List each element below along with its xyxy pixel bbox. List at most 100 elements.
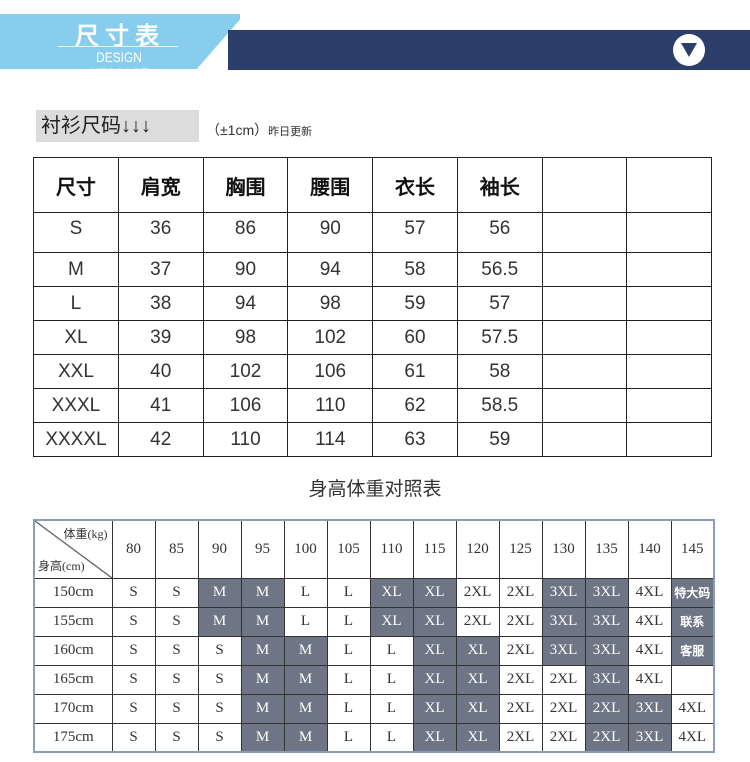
size-cell: 联系 bbox=[670, 606, 715, 637]
table-cell: 38 bbox=[117, 286, 204, 321]
table-row: XXXL 41 106 110 62 58.5 bbox=[33, 388, 712, 423]
size-cell: M bbox=[240, 635, 285, 666]
table-cell: 106 bbox=[202, 388, 289, 423]
update-note: 昨日更新 bbox=[268, 126, 313, 138]
banner-divider bbox=[58, 46, 178, 47]
height-cell: 170cm bbox=[33, 693, 113, 724]
table-row: 160cm S S S M M L L XL XL 2XL 3XL 3XL 4XL 客服 bbox=[33, 635, 715, 666]
table-row: 175cm S S S M M L L XL XL 2XL 2XL 2XL 3XL 4XL bbox=[33, 722, 715, 753]
table-cell: 58 bbox=[372, 252, 458, 287]
table-cell: 114 bbox=[287, 422, 374, 457]
size-cell: L bbox=[326, 664, 371, 695]
banner-title: 尺寸表 bbox=[75, 23, 165, 50]
table-cell: 94 bbox=[287, 252, 374, 287]
table-row: 170cm S S S M M L L XL XL 2XL 2XL 2XL 3XL 4XL bbox=[33, 693, 715, 724]
header-cell: 尺寸 bbox=[33, 157, 119, 213]
size-cell: M bbox=[197, 606, 242, 637]
height-weight-table: 体重(kg) 身高(cm) 80 85 90 95 100 105 110 115 120 125 13… bbox=[33, 519, 715, 753]
header-cell: 腰围 bbox=[287, 157, 374, 213]
weight-header: 80 bbox=[111, 519, 156, 579]
table-cell bbox=[541, 252, 628, 287]
table-cell: 58.5 bbox=[456, 388, 543, 423]
size-cell: 3XL bbox=[627, 693, 672, 724]
table-row: 150cm S S M M L L XL XL 2XL 2XL 3XL 3XL 4XL 特大码 bbox=[33, 577, 715, 608]
height-cell: 175cm bbox=[33, 722, 113, 753]
table-cell: 98 bbox=[202, 320, 289, 355]
size-cell: XL bbox=[369, 577, 414, 608]
banner-light bbox=[0, 14, 240, 69]
size-cell: L bbox=[369, 722, 414, 753]
weight-header: 95 bbox=[240, 519, 285, 579]
weight-header: 145 bbox=[670, 519, 715, 579]
table-row: XXXXL 42 110 114 63 59 bbox=[33, 422, 712, 457]
size-cell: S bbox=[154, 664, 199, 695]
table-cell: 60 bbox=[372, 320, 458, 355]
size-cell: L bbox=[326, 722, 371, 753]
size-cell: 2XL bbox=[541, 693, 586, 724]
table-cell: 57 bbox=[372, 212, 458, 253]
size-cell: S bbox=[197, 664, 242, 695]
weight-header: 135 bbox=[584, 519, 629, 579]
size-cell: M bbox=[240, 722, 285, 753]
header-cell: 衣长 bbox=[372, 157, 458, 213]
size-cell: S bbox=[111, 606, 156, 637]
weight-axis-label: 体重(kg) bbox=[63, 527, 108, 541]
table-cell: 63 bbox=[372, 422, 458, 457]
size-cell: L bbox=[326, 693, 371, 724]
table-cell: S bbox=[33, 212, 119, 253]
table-cell: 59 bbox=[372, 286, 458, 321]
size-cell: 3XL bbox=[584, 664, 629, 695]
size-cell: XL bbox=[412, 577, 457, 608]
weight-header: 110 bbox=[369, 519, 414, 579]
size-cell: S bbox=[154, 606, 199, 637]
size-cell: XL bbox=[455, 635, 500, 666]
table-row: L 38 94 98 59 57 bbox=[33, 286, 712, 321]
table-cell: 39 bbox=[117, 320, 204, 355]
size-cell: S bbox=[111, 577, 156, 608]
table-cell: 98 bbox=[287, 286, 374, 321]
table-cell: 56 bbox=[456, 212, 543, 253]
size-cell: L bbox=[369, 664, 414, 695]
size-cell: 2XL bbox=[584, 693, 629, 724]
size-cell: 特大码 bbox=[670, 577, 715, 608]
size-cell: 2XL bbox=[498, 577, 543, 608]
size-cell: 2XL bbox=[584, 722, 629, 753]
header-cell: 肩宽 bbox=[117, 157, 204, 213]
table-cell bbox=[541, 286, 628, 321]
size-cell: 4XL bbox=[627, 606, 672, 637]
size-cell: M bbox=[283, 693, 328, 724]
size-cell: L bbox=[326, 635, 371, 666]
size-cell: 2XL bbox=[498, 664, 543, 695]
size-cell: XL bbox=[455, 722, 500, 753]
table-cell bbox=[626, 388, 712, 423]
size-cell: M bbox=[240, 664, 285, 695]
size-cell: 3XL bbox=[627, 722, 672, 753]
weight-header: 115 bbox=[412, 519, 457, 579]
table-cell bbox=[541, 320, 628, 355]
height-weight-title: 身高体重对照表 bbox=[308, 478, 442, 500]
weight-header: 125 bbox=[498, 519, 543, 579]
table-cell bbox=[626, 320, 712, 355]
size-cell: L bbox=[369, 635, 414, 666]
tolerance: （±1cm） bbox=[206, 122, 269, 138]
size-cell bbox=[670, 664, 715, 695]
size-cell: 2XL bbox=[541, 664, 586, 695]
size-cell: 3XL bbox=[584, 577, 629, 608]
size-cell: M bbox=[197, 577, 242, 608]
table-cell: 62 bbox=[372, 388, 458, 423]
table-cell bbox=[626, 286, 712, 321]
size-cell: S bbox=[111, 635, 156, 666]
header-cell: 袖长 bbox=[456, 157, 543, 213]
table-cell: 110 bbox=[202, 422, 289, 457]
table-cell bbox=[626, 422, 712, 457]
table-cell: 59 bbox=[456, 422, 543, 457]
size-cell: S bbox=[154, 722, 199, 753]
size-cell: 2XL bbox=[498, 693, 543, 724]
size-cell: L bbox=[283, 577, 328, 608]
shirt-size-table: 尺寸 肩宽 胸围 腰围 衣长 袖长 S 36 86 90 57 56 M 37 90 94 58 56.5 L 38 9… bbox=[33, 157, 712, 457]
size-cell: M bbox=[283, 635, 328, 666]
size-cell: L bbox=[369, 693, 414, 724]
table-cell: XL bbox=[33, 320, 119, 355]
size-cell: 4XL bbox=[670, 693, 715, 724]
size-cell: 2XL bbox=[498, 722, 543, 753]
